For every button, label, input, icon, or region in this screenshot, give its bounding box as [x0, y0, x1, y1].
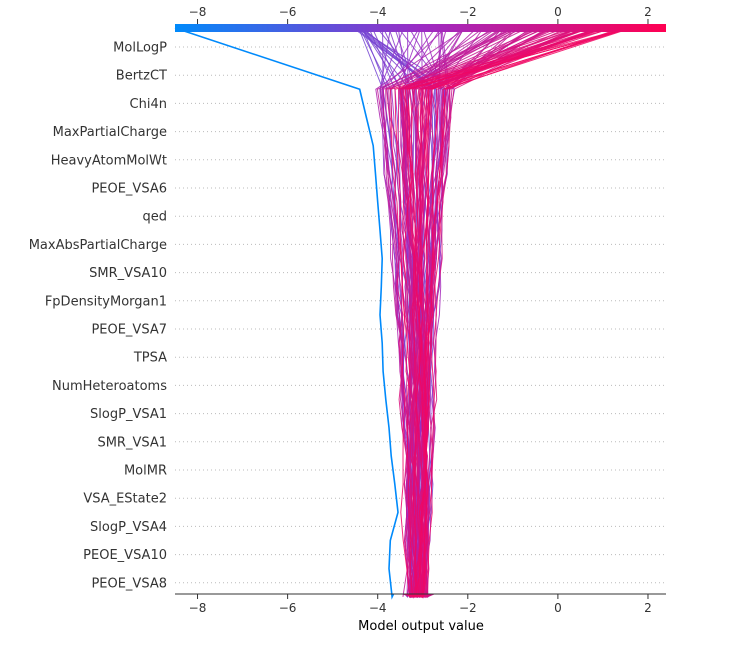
x-tick-label-top: −6 [279, 5, 297, 19]
series-line [383, 27, 519, 598]
feature-label: qed [142, 210, 167, 225]
series-line [386, 27, 575, 598]
feature-labels: MolLogP BertzCT Chi4n MaxPartialCharge Heavy… [29, 41, 168, 592]
x-tick-label-top: 2 [644, 5, 652, 19]
feature-label: SlogP_VSA1 [90, 407, 167, 422]
series-line [419, 27, 605, 598]
feature-label: TPSA [133, 351, 167, 366]
feature-label: FpDensityMorgan1 [45, 294, 167, 309]
series-line [402, 27, 600, 598]
feature-label: MolLogP [113, 41, 167, 56]
x-tick-label-bottom: 2 [644, 601, 652, 615]
feature-label: HeavyAtomMolWt [51, 153, 167, 168]
series-line [409, 27, 604, 598]
output-colorbar [175, 24, 666, 32]
series-line [413, 27, 597, 599]
series-line [399, 27, 565, 598]
x-tick-label-top: −8 [189, 5, 207, 19]
x-axis-title: Model output value [358, 619, 484, 634]
series-lines [174, 27, 632, 600]
x-tick-label-bottom: −6 [279, 601, 297, 615]
feature-label: MolMR [124, 464, 167, 479]
series-line [413, 27, 627, 598]
feature-label: SMR_VSA10 [89, 266, 167, 281]
feature-label: BertzCT [116, 69, 167, 84]
x-tick-label-bottom: 0 [554, 601, 562, 615]
feature-label: PEOE_VSA6 [91, 182, 167, 197]
x-tick-label-top: 0 [554, 5, 562, 19]
series-line [411, 27, 622, 598]
feature-label: MaxAbsPartialCharge [29, 238, 167, 253]
feature-label: PEOE_VSA8 [91, 576, 167, 591]
feature-label: SlogP_VSA4 [90, 520, 167, 535]
feature-label: VSA_EState2 [83, 492, 167, 507]
series-line-lowest [174, 27, 399, 600]
axes: −8 −8 −6 −6 −4 −4 −2 −2 0 0 2 2 [175, 5, 666, 615]
series-line [419, 27, 631, 599]
x-tick-label-top: −2 [459, 5, 477, 19]
series-line [409, 27, 607, 598]
series-line [418, 27, 632, 597]
feature-label: MaxPartialCharge [53, 125, 167, 140]
feature-label: SMR_VSA1 [97, 435, 167, 450]
x-tick-label-bottom: −4 [369, 601, 387, 615]
feature-label: Chi4n [130, 97, 167, 112]
series-line [407, 27, 552, 598]
series-line [404, 27, 629, 598]
x-tick-label-top: −4 [369, 5, 387, 19]
x-tick-label-bottom: −8 [189, 601, 207, 615]
series-line [394, 27, 628, 599]
feature-label: PEOE_VSA10 [83, 548, 167, 563]
series-line [410, 27, 576, 598]
feature-label: NumHeteroatoms [52, 379, 167, 394]
x-tick-label-bottom: −2 [459, 601, 477, 615]
feature-label: PEOE_VSA7 [91, 323, 167, 338]
series-line [402, 27, 630, 599]
